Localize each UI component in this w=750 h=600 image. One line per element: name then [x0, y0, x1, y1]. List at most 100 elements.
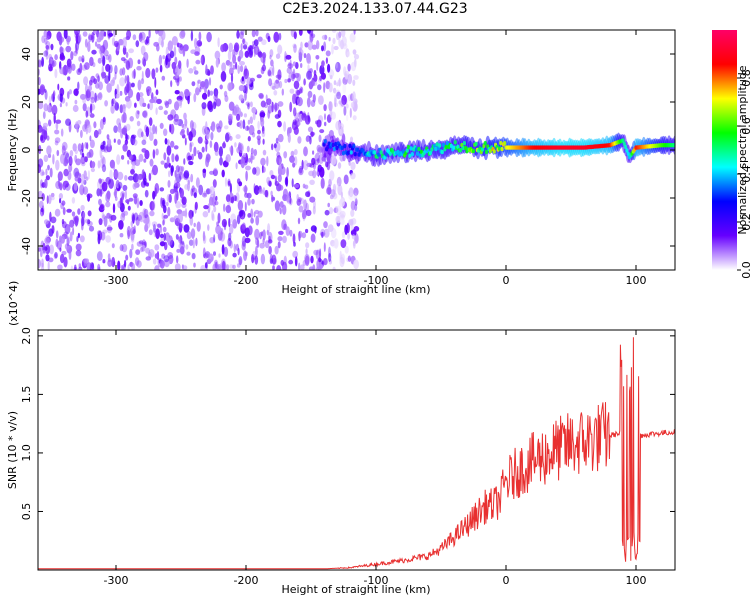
spectrogram-noise-blob [338, 31, 342, 39]
spectrogram-noise-blob [195, 237, 198, 247]
spectrogram-noise-blob [80, 129, 83, 139]
spectrogram-noise-blob [154, 244, 160, 251]
spectrogram-noise-blob [277, 101, 284, 107]
spectrogram-noise-blob [177, 212, 183, 224]
spectrogram-noise-blob [126, 30, 132, 39]
spectrogram-signal-point [352, 143, 356, 149]
spectrogram-noise-blob [350, 209, 355, 217]
spectrogram-noise-blob [96, 188, 101, 197]
spectrogram-noise-blob [254, 255, 259, 265]
spectrogram-noise-blob [207, 89, 210, 97]
spectrogram-noise-blob [329, 170, 335, 181]
spectrogram-noise-blob [303, 78, 306, 86]
spectrogram-noise-blob [159, 224, 163, 234]
spectrogram-noise-blob [136, 92, 141, 102]
spectrogram-noise-blob [283, 223, 288, 231]
spectrogram-signal [321, 132, 675, 167]
spectrogram-noise-blob [205, 129, 210, 140]
spectrogram-noise-blob [144, 39, 148, 45]
spectrogram-noise-blob [87, 41, 91, 53]
spectrogram-noise-blob [79, 62, 83, 74]
spectrogram-noise-blob [67, 63, 72, 74]
spectrogram-noise-blob [237, 200, 244, 211]
spectrogram-noise-blob [205, 64, 208, 75]
spectrogram-noise-blob [220, 71, 227, 82]
spectrogram-noise-blob [39, 85, 45, 96]
x-tick-label: -100 [364, 274, 389, 287]
spectrogram-noise-blob [97, 160, 101, 169]
spectrogram-noise-blob [65, 45, 72, 53]
spectrogram-noise-blob [122, 45, 127, 55]
spectrogram-noise-blob [305, 191, 311, 198]
spectrogram-noise-blob [188, 160, 194, 166]
spectrogram-noise-blob [115, 93, 120, 99]
spectrogram-noise-blob [254, 237, 259, 246]
spectrogram-noise-blob [139, 200, 143, 206]
spectrogram-noise-blob [50, 43, 54, 51]
spectrogram-noise-blob [127, 264, 130, 270]
spectrogram-noise-blob [337, 184, 343, 196]
spectrogram-noise-blob [138, 153, 144, 162]
spectrogram-noise-blob [317, 164, 323, 173]
spectrogram-noise-blob [78, 67, 81, 73]
spectrogram-noise-blob [149, 158, 154, 167]
spectrogram-noise-blob [97, 263, 101, 270]
spectrogram-noise-blob [187, 181, 190, 192]
spectrogram-noise-blob [307, 64, 310, 72]
spectrogram-noise-blob [182, 47, 186, 57]
spectrogram-noise-blob [142, 102, 147, 107]
spectrogram-noise-blob [205, 121, 208, 132]
spectrogram-noise-blob [131, 243, 134, 251]
spectrogram-signal-point [481, 147, 485, 152]
spectrogram-noise-blob [200, 81, 206, 88]
spectrogram-noise-blob [354, 192, 358, 202]
spectrogram-noise-blob [87, 219, 91, 225]
spectrogram-noise-blob [72, 104, 79, 113]
spectrogram-noise-blob [332, 30, 337, 33]
spectrogram-noise-blob [45, 254, 50, 262]
spectrogram-noise-blob [121, 104, 127, 109]
spectrogram-noise-blob [241, 243, 246, 251]
spectrogram-noise-blob [312, 150, 315, 155]
spectrogram-noise-blob [237, 65, 241, 74]
spectrogram-noise-blob [186, 58, 189, 68]
spectrogram-noise-blob [266, 229, 269, 236]
spectrogram-noise-blob [220, 44, 226, 53]
spectrogram-noise-blob [349, 136, 354, 143]
spectrogram-noise-blob [328, 207, 334, 215]
spectrogram-noise-blob [140, 78, 145, 85]
spectrogram-panel: -300 -200 -100 0 100 40 20 0 -20 -40 Height of s… [6, 29, 676, 296]
spectrogram-noise-blob [46, 195, 49, 205]
spectrogram-noise-blob [138, 240, 144, 245]
spectrogram-noise-blob [246, 145, 250, 153]
spectrogram-noise-blob [310, 233, 316, 243]
spectrogram-noise-blob [247, 119, 251, 125]
spectrogram-noise-blob [134, 197, 138, 205]
spectrogram-noise-blob [140, 131, 144, 138]
spectrogram-signal-point [453, 140, 457, 145]
spectrogram-noise-blob [120, 57, 126, 62]
spectrogram-noise-blob [188, 131, 193, 142]
spectrogram-noise-blob [99, 118, 104, 130]
spectrogram-noise-blob [45, 49, 49, 60]
spectrogram-noise-blob [308, 170, 315, 177]
spectrogram-noise-blob [340, 239, 347, 249]
spectrogram-noise-blob [215, 123, 220, 130]
spectrogram-noise-blob [145, 67, 151, 79]
spectrogram-noise-blob [38, 124, 43, 133]
spectrogram-noise-blob [91, 49, 97, 55]
spectrogram-noise-blob [326, 187, 332, 195]
spectrogram-signal-point [621, 138, 625, 143]
spectrogram-noise-blob [155, 89, 159, 96]
spectrogram-noise-blob [41, 171, 45, 176]
spectrogram-noise-blob [215, 90, 218, 99]
spectrogram-noise-blob [327, 63, 331, 73]
x-tick-label: -200 [234, 274, 259, 287]
spectrogram-noise-blob [250, 217, 254, 224]
spectrogram-noise-blob [254, 228, 260, 240]
spectrogram-signal-point [323, 139, 327, 144]
spectrogram-noise-blob [339, 210, 346, 218]
spectrogram-noise-blob [340, 253, 346, 265]
spectrogram-noise-blob [297, 217, 301, 225]
